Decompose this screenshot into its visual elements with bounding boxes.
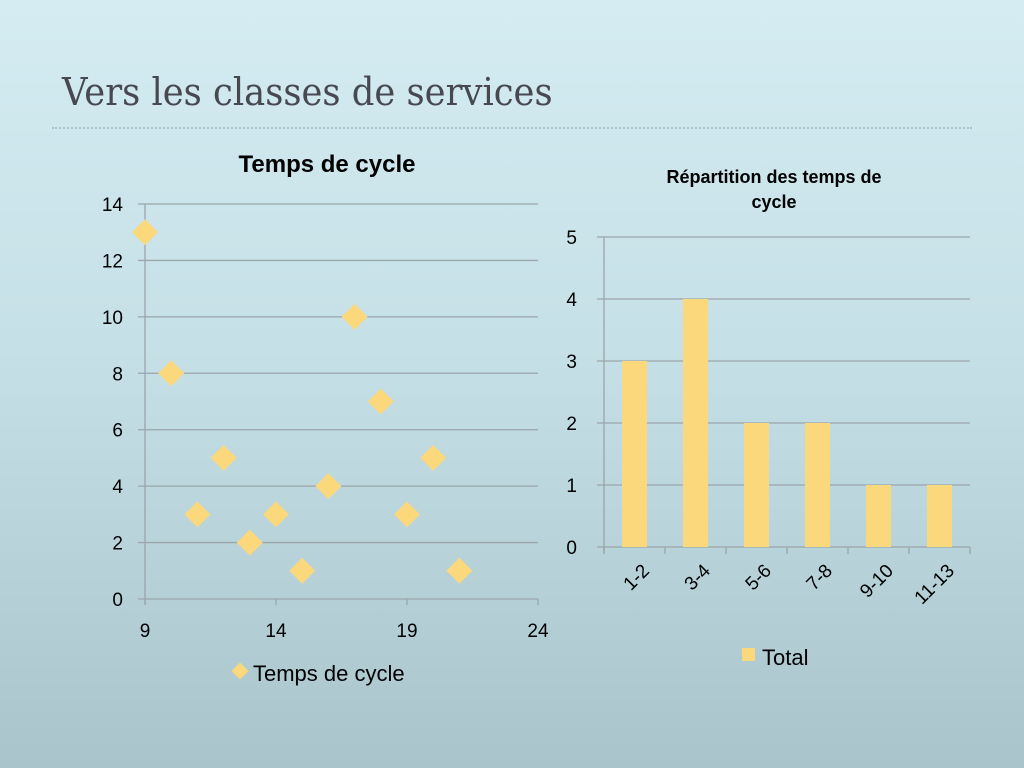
scatter-y-tick-label: 4: [112, 477, 123, 498]
scatter-y-tick-label: 10: [102, 308, 123, 329]
scatter-point: [446, 557, 473, 584]
scatter-point: [394, 501, 420, 528]
scatter-point: [367, 388, 394, 415]
title-divider: [52, 127, 972, 129]
scatter-legend-label: Temps de cycle: [253, 661, 405, 686]
scatter-y-tick-label: 8: [112, 364, 123, 385]
scatter-y-tick-label: 2: [112, 534, 123, 555]
scatter-x-tick-label: 19: [396, 621, 417, 642]
scatter-x-tick-label: 24: [527, 621, 549, 642]
scatter-point: [132, 219, 158, 246]
scatter-x-tick-label: 14: [265, 621, 287, 642]
scatter-y-tick-label: 0: [112, 590, 123, 611]
scatter-point: [263, 501, 289, 528]
scatter-point: [184, 501, 211, 528]
scatter-legend: Temps de cycle: [231, 661, 405, 686]
slide-title: Vers les classes de services: [62, 70, 553, 114]
scatter-point: [158, 360, 185, 387]
scatter-title: Temps de cycle: [239, 151, 416, 178]
scatter-point: [315, 473, 342, 500]
scatter-x-tick-label: 9: [140, 621, 151, 642]
scatter-point: [289, 557, 316, 584]
scatter-point: [341, 303, 368, 330]
scatter-point: [236, 529, 263, 556]
scatter-point: [210, 444, 237, 471]
scatter-y-tick-label: 12: [102, 251, 123, 272]
scatter-y-tick-label: 14: [102, 195, 124, 216]
scatter-legend-marker: [231, 662, 249, 680]
scatter-point: [420, 444, 447, 471]
scatter-y-tick-label: 6: [112, 421, 123, 442]
